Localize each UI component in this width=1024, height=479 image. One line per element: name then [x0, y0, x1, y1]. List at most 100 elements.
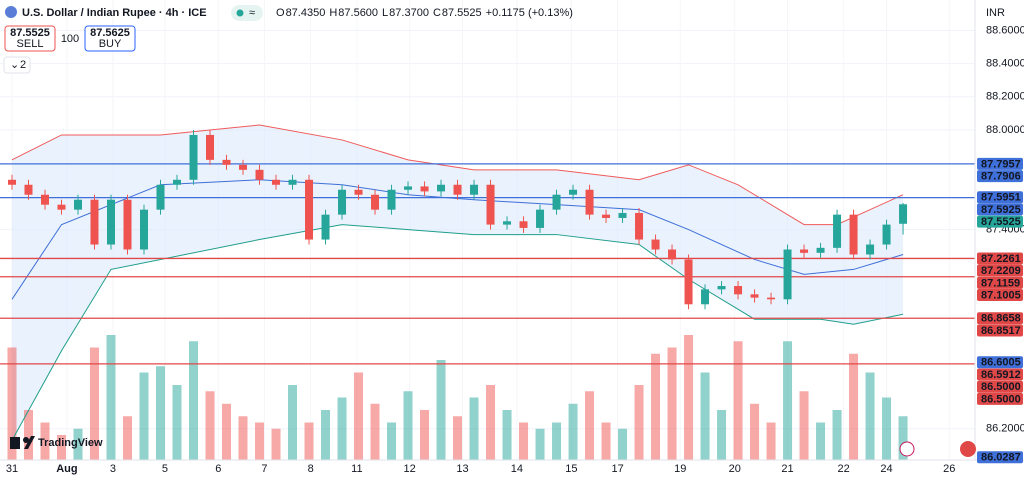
indicators-toggle[interactable]: [3, 56, 31, 74]
candle-body: [57, 204, 66, 210]
candle-body: [552, 194, 561, 210]
price-tag: [977, 157, 1023, 170]
y-tick-label: 88.2000: [986, 91, 1024, 103]
logo-text: TradingView: [38, 437, 103, 449]
candle-body: [420, 186, 429, 192]
volume-bar: [865, 372, 875, 460]
price-tag-label: 87.1005: [981, 289, 1021, 301]
header: U.S. Dollar / Indian Rupee · 4h · ICE ≈ …: [3, 5, 1005, 74]
volume-bar: [304, 422, 314, 460]
buy-label: BUY: [99, 38, 122, 50]
price-tag-label: 87.2209: [981, 265, 1021, 277]
price-tag-label: 86.5000: [981, 393, 1021, 405]
y-tick-label: 88.0000: [986, 124, 1024, 136]
price-tag-label: 86.8658: [981, 313, 1021, 325]
price-tag: [977, 264, 1023, 277]
volume-bar: [420, 410, 430, 460]
currency: INR: [986, 7, 1005, 19]
candle-body: [635, 212, 644, 240]
volume-bar: [403, 391, 413, 460]
x-tick-label: 17: [611, 463, 623, 475]
price-tag-label: 86.5000: [981, 381, 1021, 393]
volume-bar: [40, 422, 50, 460]
candle-body: [750, 294, 759, 298]
candle-body: [783, 249, 792, 300]
volume-bar: [189, 341, 199, 460]
candle-body: [107, 199, 116, 245]
symbol-title: U.S. Dollar / Indian Rupee · 4h · ICE: [22, 7, 207, 19]
candle-body: [437, 184, 446, 192]
volume-bar: [684, 335, 694, 460]
candle-body: [503, 221, 512, 225]
x-tick-label: 7: [261, 463, 267, 475]
price-tag: [977, 368, 1023, 381]
candle-body: [156, 184, 165, 210]
volume-bar: [387, 422, 397, 460]
volume-bar: [288, 385, 298, 460]
candle-body: [816, 247, 825, 253]
volume-bar: [354, 372, 364, 460]
price-tag-label: 87.7906: [981, 171, 1021, 183]
price-tag-label: 86.0287: [981, 452, 1021, 464]
ohlc-value: 87.3700: [389, 7, 429, 19]
status-dot: [236, 9, 244, 17]
volume-bar: [882, 397, 892, 460]
logo: TradingView: [10, 436, 103, 449]
price-tag-label: 87.5925: [981, 204, 1021, 216]
candle-body: [585, 189, 594, 215]
volume-bar: [139, 372, 149, 460]
x-tick-label: 5: [162, 463, 168, 475]
chevron: ⌄: [10, 59, 19, 71]
indicators-count: 2: [20, 59, 26, 71]
y-tick-label: 88.6000: [986, 24, 1024, 36]
price-tag: [977, 191, 1023, 204]
symbol-icon: [5, 6, 17, 18]
buy-button[interactable]: [84, 25, 136, 52]
volume-bar: [90, 347, 100, 460]
candle-body: [140, 209, 149, 250]
candle-body: [272, 179, 281, 185]
volume-bar: [205, 391, 215, 460]
x-tick-label: 19: [674, 463, 686, 475]
change: +0.1175 (+0.13%): [486, 7, 573, 19]
volume-bar: [321, 410, 331, 460]
candle-body: [453, 184, 462, 195]
y-tick-label: 86.2000: [986, 423, 1024, 435]
flag-icon[interactable]: [960, 441, 976, 457]
price-tag-label: 87.1159: [981, 277, 1020, 289]
volume-bar: [783, 341, 793, 460]
x-tick-label: 20: [729, 463, 741, 475]
sell-button[interactable]: [4, 25, 56, 52]
candle-body: [717, 286, 726, 290]
status-pill: [231, 5, 263, 21]
price-tag: [977, 276, 1023, 289]
candle-body: [602, 214, 611, 218]
price-tag-label: 87.7957: [981, 158, 1021, 170]
volume-bar: [172, 385, 182, 460]
price-tag-label: 86.6005: [981, 357, 1021, 369]
candle-body: [618, 212, 627, 218]
candle-body: [255, 169, 264, 180]
x-tick-label: 8: [308, 463, 314, 475]
candle-body: [189, 134, 198, 180]
candle-body: [222, 159, 231, 165]
candle-body: [651, 239, 660, 250]
price-tag: [977, 392, 1023, 405]
candle-body: [734, 286, 743, 295]
sell-label: SELL: [17, 38, 44, 50]
candle-body: [321, 214, 330, 240]
candle-body: [40, 194, 49, 205]
candle-body: [90, 199, 99, 245]
ohlc-key: L: [382, 7, 388, 19]
alert-icon[interactable]: [899, 441, 915, 457]
x-tick-label: 15: [565, 463, 577, 475]
ohlc-key: O: [276, 7, 285, 19]
candle-body: [684, 259, 693, 305]
volume-bar: [370, 403, 380, 460]
x-tick-label: 13: [456, 463, 468, 475]
x-tick-label: 22: [838, 463, 850, 475]
ohlc-key: C: [433, 7, 441, 19]
volume-bar: [255, 422, 265, 460]
candle-body: [470, 184, 479, 195]
volume-bar: [222, 403, 232, 460]
